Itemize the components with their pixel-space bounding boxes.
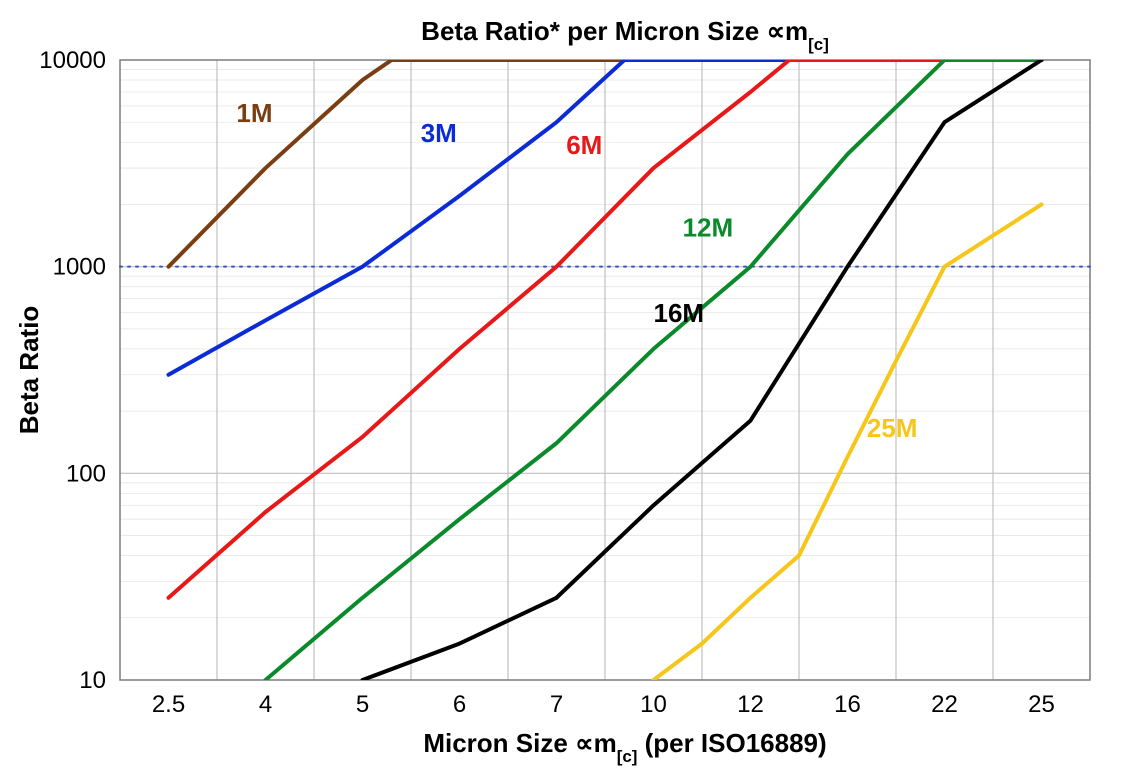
y-tick-label: 1000 [53, 254, 106, 281]
x-tick-label: 16 [834, 691, 861, 718]
x-tick-label: 7 [550, 691, 563, 718]
y-axis-label: Beta Ratio [14, 306, 44, 435]
series-label-16M: 16M [654, 298, 705, 328]
series-label-12M: 12M [683, 212, 734, 242]
x-tick-label: 12 [737, 691, 764, 718]
series-label-3M: 3M [421, 118, 457, 148]
x-tick-label: 4 [259, 691, 272, 718]
x-tick-label: 10 [640, 691, 667, 718]
series-label-6M: 6M [566, 130, 602, 160]
series-label-1M: 1M [236, 98, 272, 128]
y-tick-label: 10 [79, 667, 106, 694]
x-tick-label: 2.5 [152, 691, 185, 718]
x-tick-label: 22 [931, 691, 958, 718]
series-label-25M: 25M [867, 413, 918, 443]
beta-ratio-chart: 10 100 1000 10000 1M 3M 6M 12M 16M 25M 2.5 4 5 6 7 10 12… [0, 0, 1136, 784]
y-tick-label: 10000 [39, 47, 106, 74]
x-tick-label: 5 [356, 691, 369, 718]
y-tick-label: 100 [66, 460, 106, 487]
x-tick-label: 6 [453, 691, 466, 718]
x-tick-label: 25 [1028, 691, 1055, 718]
